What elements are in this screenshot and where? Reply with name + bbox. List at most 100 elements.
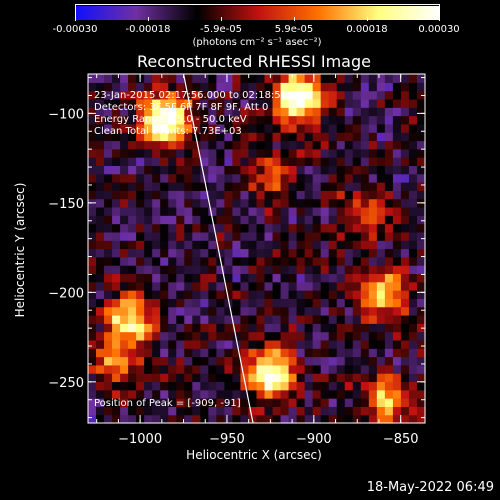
- heatmap-cell: [360, 331, 370, 341]
- heatmap-cell: [184, 248, 193, 258]
- heatmap-cell: [216, 123, 225, 133]
- heatmap-cell: [408, 74, 418, 83]
- heatmap-cell: [296, 314, 306, 324]
- heatmap-cell: [240, 290, 250, 299]
- heatmap-cell: [144, 314, 153, 324]
- heatmap-cell: [128, 98, 137, 108]
- heatmap-cell: [416, 265, 426, 275]
- heatmap-cell: [248, 82, 258, 92]
- heatmap-cell: [208, 98, 217, 108]
- heatmap-cell: [368, 115, 378, 125]
- heatmap-cell: [296, 74, 306, 83]
- heatmap-cell: [120, 148, 129, 158]
- heatmap-cell: [104, 140, 113, 150]
- heatmap-cell: [352, 306, 362, 316]
- heatmap-cell: [320, 356, 330, 366]
- heatmap-cell: [176, 240, 185, 250]
- heatmap-cell: [296, 82, 306, 92]
- heatmap-cell: [128, 132, 137, 142]
- heatmap-cell: [312, 190, 322, 200]
- heatmap-cell: [272, 74, 282, 83]
- heatmap-cell: [232, 173, 242, 183]
- heatmap-cell: [160, 107, 169, 117]
- heatmap-cell: [368, 389, 378, 399]
- heatmap-cell: [120, 123, 129, 133]
- heatmap-cell: [312, 398, 322, 407]
- heatmap-cell: [256, 82, 266, 92]
- heatmap-cell: [248, 140, 258, 150]
- heatmap-cell: [168, 364, 177, 374]
- heatmap-cell: [368, 215, 378, 225]
- heatmap-cell: [104, 123, 113, 133]
- heatmap-cell: [304, 314, 314, 324]
- colorbar-gradient: [76, 6, 439, 20]
- heatmap-cell: [104, 74, 113, 83]
- heatmap-cell: [328, 339, 338, 349]
- heatmap-cell: [128, 306, 137, 316]
- heatmap-cell: [232, 198, 242, 208]
- heatmap-cell: [232, 281, 242, 291]
- heatmap-cell: [288, 173, 298, 183]
- heatmap-cell: [256, 373, 266, 383]
- heatmap-cell: [288, 123, 298, 133]
- heatmap-cell: [200, 273, 209, 283]
- heatmap-cell: [344, 206, 354, 216]
- heatmap-cell: [224, 215, 234, 225]
- heatmap-cell: [184, 190, 193, 200]
- heatmap-cell: [352, 290, 362, 299]
- heatmap-cell: [360, 173, 370, 183]
- heatmap-cell: [120, 389, 129, 399]
- heatmap-cell: [384, 190, 394, 200]
- heatmap-cell: [320, 198, 330, 208]
- heatmap-cell: [224, 356, 234, 366]
- heatmap-cell: [312, 389, 322, 399]
- heatmap-cell: [312, 348, 322, 358]
- heatmap-cell: [376, 290, 386, 299]
- heatmap-cell: [192, 148, 201, 158]
- heatmap-cell: [416, 82, 426, 92]
- heatmap-cell: [232, 256, 242, 266]
- heatmap-cell: [248, 256, 258, 266]
- heatmap-cell: [120, 107, 129, 117]
- heatmap-cell: [88, 215, 97, 225]
- heatmap-cell: [408, 157, 418, 167]
- heatmap-cell: [400, 215, 410, 225]
- heatmap-cell: [240, 82, 250, 92]
- heatmap-cell: [184, 314, 193, 324]
- heatmap-cell: [336, 90, 346, 100]
- heatmap-cell: [112, 323, 121, 333]
- heatmap-cell: [96, 314, 105, 324]
- heatmap-cell: [136, 132, 145, 142]
- heatmap-cell: [184, 107, 193, 117]
- heatmap-cell: [112, 281, 121, 291]
- heatmap-cell: [232, 157, 242, 167]
- heatmap-cell: [336, 389, 346, 399]
- colorbar-tick-label: -0.00030: [52, 24, 98, 35]
- heatmap-cell: [376, 389, 386, 399]
- heatmap-cell: [368, 314, 378, 324]
- heatmap-cell: [336, 182, 346, 191]
- heatmap-cell: [232, 348, 242, 358]
- heatmap-cell: [288, 331, 298, 341]
- heatmap-cell: [344, 182, 354, 191]
- heatmap-cell: [128, 364, 137, 374]
- heatmap-cell: [200, 339, 209, 349]
- heatmap-cell: [416, 339, 426, 349]
- heatmap-cell: [168, 82, 177, 92]
- heatmap-cell: [224, 389, 234, 399]
- heatmap-cell: [200, 223, 209, 233]
- heatmap-cell: [232, 98, 242, 108]
- heatmap-cell: [272, 290, 282, 299]
- heatmap-cell: [184, 381, 193, 391]
- heatmap-cell: [208, 331, 217, 341]
- heatmap-cell: [176, 290, 185, 299]
- heatmap-cell: [296, 406, 306, 416]
- heatmap-cell: [192, 339, 201, 349]
- heatmap-cell: [296, 265, 306, 275]
- heatmap-cell: [304, 356, 314, 366]
- heatmap-cell: [208, 190, 217, 200]
- heatmap-cell: [400, 406, 410, 416]
- heatmap-cell: [344, 273, 354, 283]
- heatmap-cell: [392, 215, 402, 225]
- heatmap-cell: [208, 148, 217, 158]
